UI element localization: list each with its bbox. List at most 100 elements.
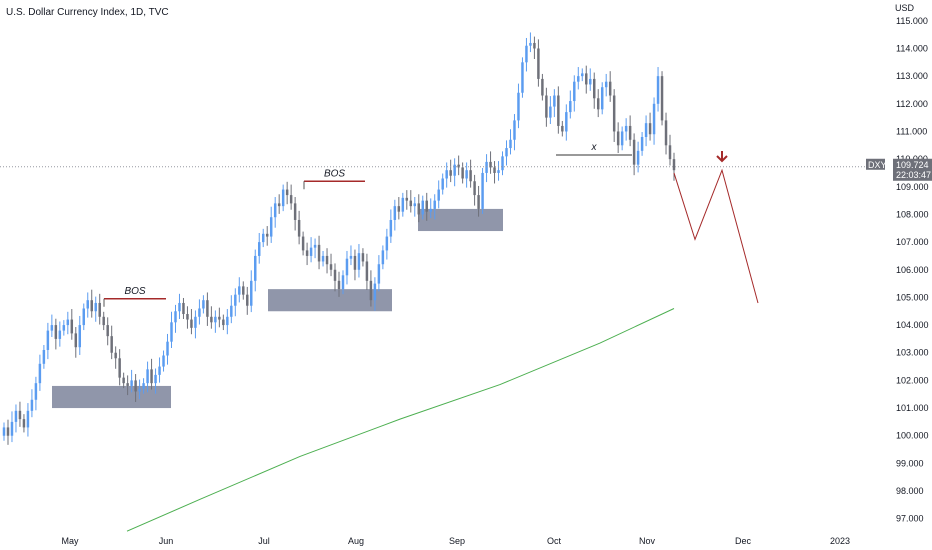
candle-body <box>397 206 401 212</box>
candle-body <box>254 255 257 281</box>
level-label: x <box>591 142 598 153</box>
candle-body <box>142 383 145 389</box>
candle-body <box>162 355 165 367</box>
y-tick-label: 105.000 <box>896 292 929 302</box>
candle-body <box>417 203 420 215</box>
y-tick-label: 104.000 <box>896 320 929 330</box>
x-tick-label: Jul <box>258 536 270 546</box>
candle-body <box>513 120 516 140</box>
candle-body <box>261 233 265 243</box>
candle-body <box>214 316 217 323</box>
candle-body <box>293 203 297 220</box>
demand-zone <box>418 208 503 232</box>
candle-body <box>549 106 552 118</box>
candle-body <box>405 197 409 201</box>
candle-body <box>409 200 413 207</box>
y-tick-label: 112.000 <box>896 99 928 109</box>
candle-body <box>509 139 512 149</box>
countdown-label: 22:03:47 <box>896 170 931 180</box>
candle-body <box>202 300 205 309</box>
candle-body <box>457 164 460 168</box>
candle-body <box>469 170 472 182</box>
candle-body <box>301 236 305 251</box>
candle-body <box>589 78 592 85</box>
candle-body <box>600 87 604 110</box>
y-tick-label: 108.000 <box>896 209 929 219</box>
y-tick-label: 98.000 <box>896 486 924 496</box>
candle-body <box>62 325 66 331</box>
candle-body <box>54 325 58 339</box>
candle-body <box>373 283 377 301</box>
candle-body <box>281 189 285 207</box>
y-tick-label: 113.000 <box>896 71 928 81</box>
candle-body <box>329 264 333 270</box>
candle-body <box>573 81 576 102</box>
candle-body <box>70 319 74 334</box>
candle-body <box>178 302 181 312</box>
candle-body <box>616 131 620 146</box>
candle-body <box>277 203 281 207</box>
y-tick-label: 99.000 <box>896 458 924 468</box>
candle-body <box>150 369 153 384</box>
candle-body <box>413 203 417 207</box>
candle-body <box>557 95 560 126</box>
demand-zone <box>52 385 171 409</box>
y-tick-label: 102.000 <box>896 375 929 385</box>
candle-body <box>517 92 520 121</box>
candle-body <box>98 302 101 317</box>
y-axis-unit: USD <box>895 3 915 13</box>
candle-body <box>553 95 556 107</box>
candle-body <box>305 250 309 256</box>
candle-body <box>2 427 6 436</box>
candle-body <box>628 125 632 140</box>
price-tag <box>893 158 932 181</box>
x-tick-label: Dec <box>735 536 752 546</box>
candle-body <box>529 42 532 46</box>
candle-body <box>497 170 500 173</box>
candle-body <box>421 200 424 215</box>
candle-body <box>14 410 18 422</box>
candle-body <box>166 341 169 356</box>
candle-body <box>561 125 564 132</box>
candle-body <box>30 399 34 411</box>
candle-body <box>317 244 321 262</box>
annotations-layer: BOS BOS x <box>0 142 872 307</box>
symbol-tag <box>866 158 885 170</box>
candle-body <box>10 421 14 436</box>
candle-body <box>389 219 393 237</box>
candle-body <box>242 286 245 295</box>
candle-body <box>652 103 656 135</box>
candle-body <box>521 62 524 93</box>
demand-zones <box>52 208 503 409</box>
candle-body <box>604 81 608 88</box>
candle-body <box>361 253 365 262</box>
y-tick-label: 101.000 <box>896 403 929 413</box>
candle-body <box>668 145 672 160</box>
candle-body <box>365 261 369 281</box>
candle-body <box>86 300 89 309</box>
candle-body <box>297 219 301 237</box>
candle-body <box>465 170 468 179</box>
candle-body <box>565 112 568 132</box>
candle-body <box>569 101 572 113</box>
chart-title: U.S. Dollar Currency Index, 1D, TVC <box>6 7 169 18</box>
candle-body <box>186 314 189 320</box>
y-tick-label: 114.000 <box>896 43 928 53</box>
candle-body <box>429 208 432 212</box>
symbol-tag-label: DXY <box>868 160 887 170</box>
candle-body <box>170 322 173 342</box>
candle-body <box>501 156 504 171</box>
candle-body <box>537 48 540 79</box>
candle-body <box>337 280 341 290</box>
candle-body <box>22 419 26 428</box>
candle-body <box>533 42 536 49</box>
candle-body <box>74 333 78 348</box>
candle-body <box>461 167 464 179</box>
candle-body <box>660 76 664 121</box>
y-tick-label: 115.000 <box>896 16 928 26</box>
x-tick-label: Nov <box>639 536 656 546</box>
candle-body <box>234 294 237 306</box>
candle-body <box>664 120 668 146</box>
